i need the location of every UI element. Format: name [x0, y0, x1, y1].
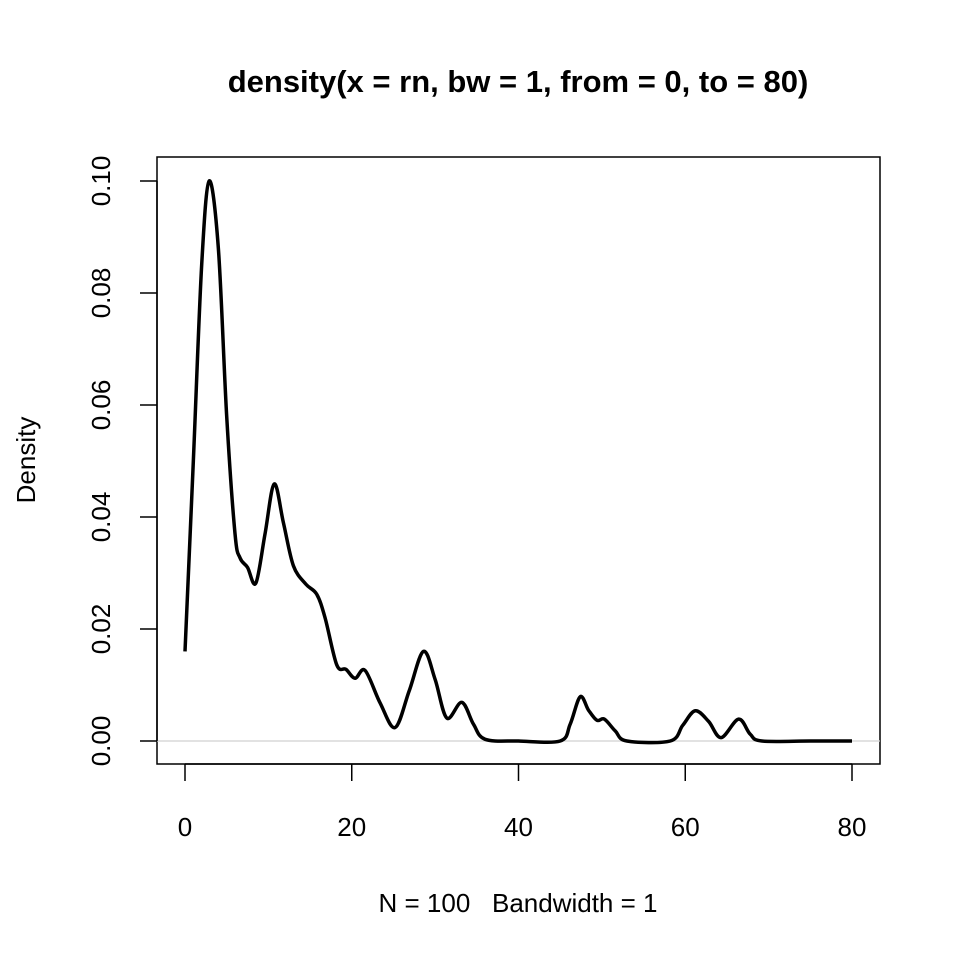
x-axis-label: N = 100 Bandwidth = 1: [379, 888, 658, 918]
x-tick-label: 80: [838, 812, 867, 842]
x-tick-label: 40: [504, 812, 533, 842]
plot-box: [156, 156, 881, 765]
x-axis: 0 20 40 60 80: [178, 763, 867, 842]
y-axis: 0.00 0.02 0.04 0.06 0.08 0.10: [86, 156, 158, 767]
y-axis-label: Density: [11, 417, 41, 504]
y-tick-label: 0.04: [86, 492, 116, 543]
y-tick-label: 0.08: [86, 268, 116, 319]
y-tick-label: 0.06: [86, 380, 116, 431]
x-tick-label: 20: [337, 812, 366, 842]
chart-title: density(x = rn, bw = 1, from = 0, to = 8…: [228, 64, 809, 99]
x-tick-label: 60: [671, 812, 700, 842]
y-tick-label: 0.10: [86, 156, 116, 207]
y-tick-label: 0.02: [86, 604, 116, 655]
density-line: [183, 179, 852, 745]
y-tick-label: 0.00: [86, 716, 116, 767]
x-tick-label: 0: [178, 812, 192, 842]
